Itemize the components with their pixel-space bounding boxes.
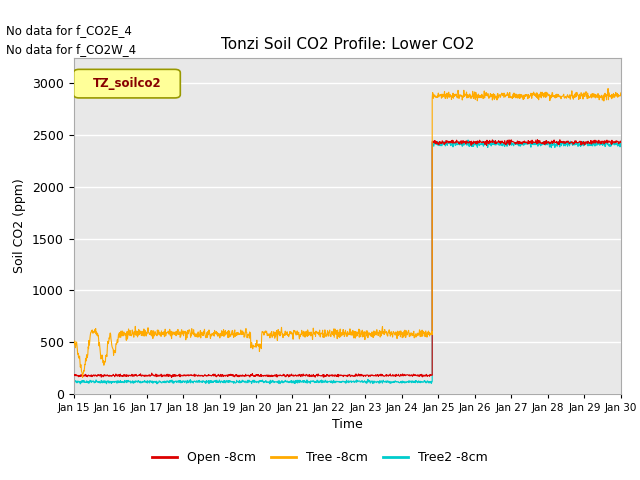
Text: No data for f_CO2E_4: No data for f_CO2E_4: [6, 24, 132, 37]
X-axis label: Time: Time: [332, 418, 363, 431]
Legend: Open -8cm, Tree -8cm, Tree2 -8cm: Open -8cm, Tree -8cm, Tree2 -8cm: [147, 446, 493, 469]
FancyBboxPatch shape: [74, 70, 180, 98]
Text: No data for f_CO2W_4: No data for f_CO2W_4: [6, 43, 136, 56]
Text: TZ_soilco2: TZ_soilco2: [93, 77, 161, 90]
Title: Tonzi Soil CO2 Profile: Lower CO2: Tonzi Soil CO2 Profile: Lower CO2: [221, 37, 474, 52]
Y-axis label: Soil CO2 (ppm): Soil CO2 (ppm): [13, 178, 26, 273]
